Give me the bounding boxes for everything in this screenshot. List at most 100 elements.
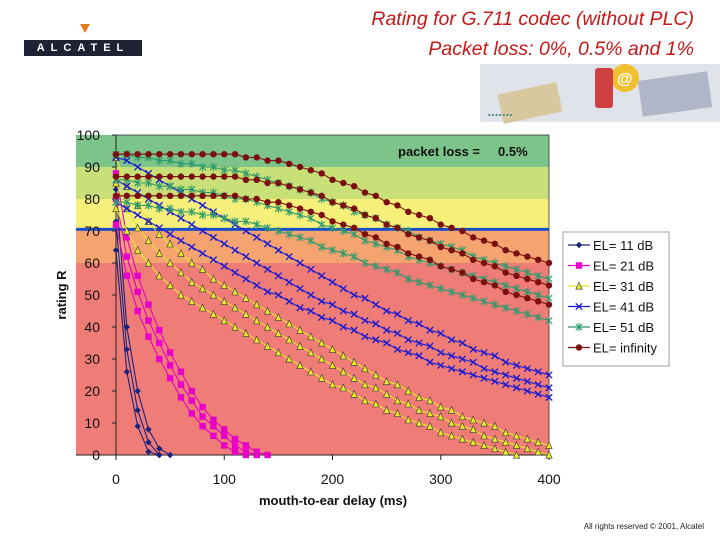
data-point: [534, 368, 542, 376]
data-point: [534, 390, 542, 398]
data-point: [415, 320, 423, 328]
data-point: [512, 431, 521, 440]
data-point: [220, 280, 228, 289]
data-point: [123, 226, 131, 235]
data-point: [166, 349, 174, 356]
data-point: [307, 167, 315, 174]
svg-text:@: @: [617, 71, 633, 88]
data-point: [155, 248, 163, 257]
slide-title-line-2: Packet loss: 0%, 0.5% and 1%: [428, 38, 694, 60]
data-point: [340, 221, 347, 228]
data-point: [145, 151, 152, 158]
data-point: [177, 185, 185, 194]
data-point: [296, 259, 304, 267]
y-tick-label: 100: [77, 127, 101, 143]
data-point: [328, 360, 337, 369]
data-point: [145, 301, 152, 308]
data-point: [491, 368, 499, 376]
data-point: [220, 316, 228, 325]
data-point: [534, 313, 542, 322]
data-point: [275, 157, 282, 164]
data-point: [545, 450, 553, 459]
data-point: [242, 227, 250, 235]
data-point: [188, 159, 196, 168]
data-point: [447, 364, 456, 373]
data-point: [220, 166, 228, 175]
x-tick-label: 100: [213, 471, 237, 487]
data-point: [188, 151, 195, 158]
data-point: [437, 402, 445, 411]
data-point: [318, 242, 326, 252]
data-point: [404, 336, 412, 344]
data-point: [242, 195, 250, 203]
data-point: [253, 154, 260, 161]
data-point: [231, 246, 239, 254]
data-point: [339, 383, 347, 392]
data-point: [145, 173, 152, 180]
data-point: [123, 182, 131, 190]
data-point: [393, 345, 402, 354]
data-point: [285, 207, 293, 216]
data-point: [350, 326, 358, 334]
data-point: [361, 211, 369, 219]
data-point: [437, 284, 445, 293]
data-point: [545, 274, 553, 284]
data-point: [545, 384, 553, 392]
data-point: [220, 240, 228, 248]
data-point: [209, 233, 218, 242]
data-point: [263, 265, 272, 274]
data-point: [361, 189, 369, 196]
series-el-infinity: [112, 151, 553, 308]
data-point: [372, 215, 379, 222]
data-point: [134, 151, 141, 158]
data-point: [404, 415, 412, 424]
data-point: [210, 151, 217, 158]
data-point: [188, 185, 196, 194]
data-point: [437, 348, 445, 357]
data-point: [382, 307, 391, 315]
data-point: [523, 434, 532, 443]
data-point: [188, 397, 195, 404]
data-point: [209, 162, 218, 172]
data-point: [318, 354, 326, 363]
data-point: [502, 437, 510, 446]
data-point: [242, 293, 250, 302]
data-point: [480, 259, 488, 267]
data-point: [502, 262, 510, 271]
data-point: [199, 162, 207, 172]
data-point: [318, 373, 326, 382]
y-axis-title: rating R: [54, 270, 69, 320]
data-point: [350, 389, 358, 398]
data-point: [470, 275, 477, 283]
data-point: [426, 326, 434, 334]
data-point: [448, 224, 455, 231]
data-point: [199, 423, 206, 430]
data-point: [199, 173, 206, 180]
data-point: [145, 192, 152, 199]
data-point: [372, 239, 380, 248]
data-point: [350, 230, 358, 239]
data-point: [512, 440, 521, 449]
data-point: [382, 376, 391, 385]
data-point: [339, 249, 347, 258]
data-point: [534, 380, 542, 389]
data-point: [426, 396, 434, 405]
data-point: [231, 151, 239, 158]
data-point: [144, 178, 153, 188]
data-point: [253, 451, 260, 459]
logo-arrow-icon: [80, 24, 90, 33]
data-point: [372, 383, 380, 392]
x-tick-label: 0: [112, 471, 120, 487]
data-point: [231, 435, 239, 443]
decorative-banner-image: @ .......: [440, 58, 720, 128]
data-point: [513, 250, 520, 257]
data-point: [209, 290, 218, 299]
data-point: [534, 279, 542, 286]
data-point: [155, 271, 163, 280]
data-point: [263, 240, 272, 248]
data-point: [253, 300, 261, 309]
data-point: [328, 300, 337, 309]
data-point: [318, 220, 326, 229]
data-point: [393, 310, 402, 318]
data-point: [480, 418, 488, 427]
